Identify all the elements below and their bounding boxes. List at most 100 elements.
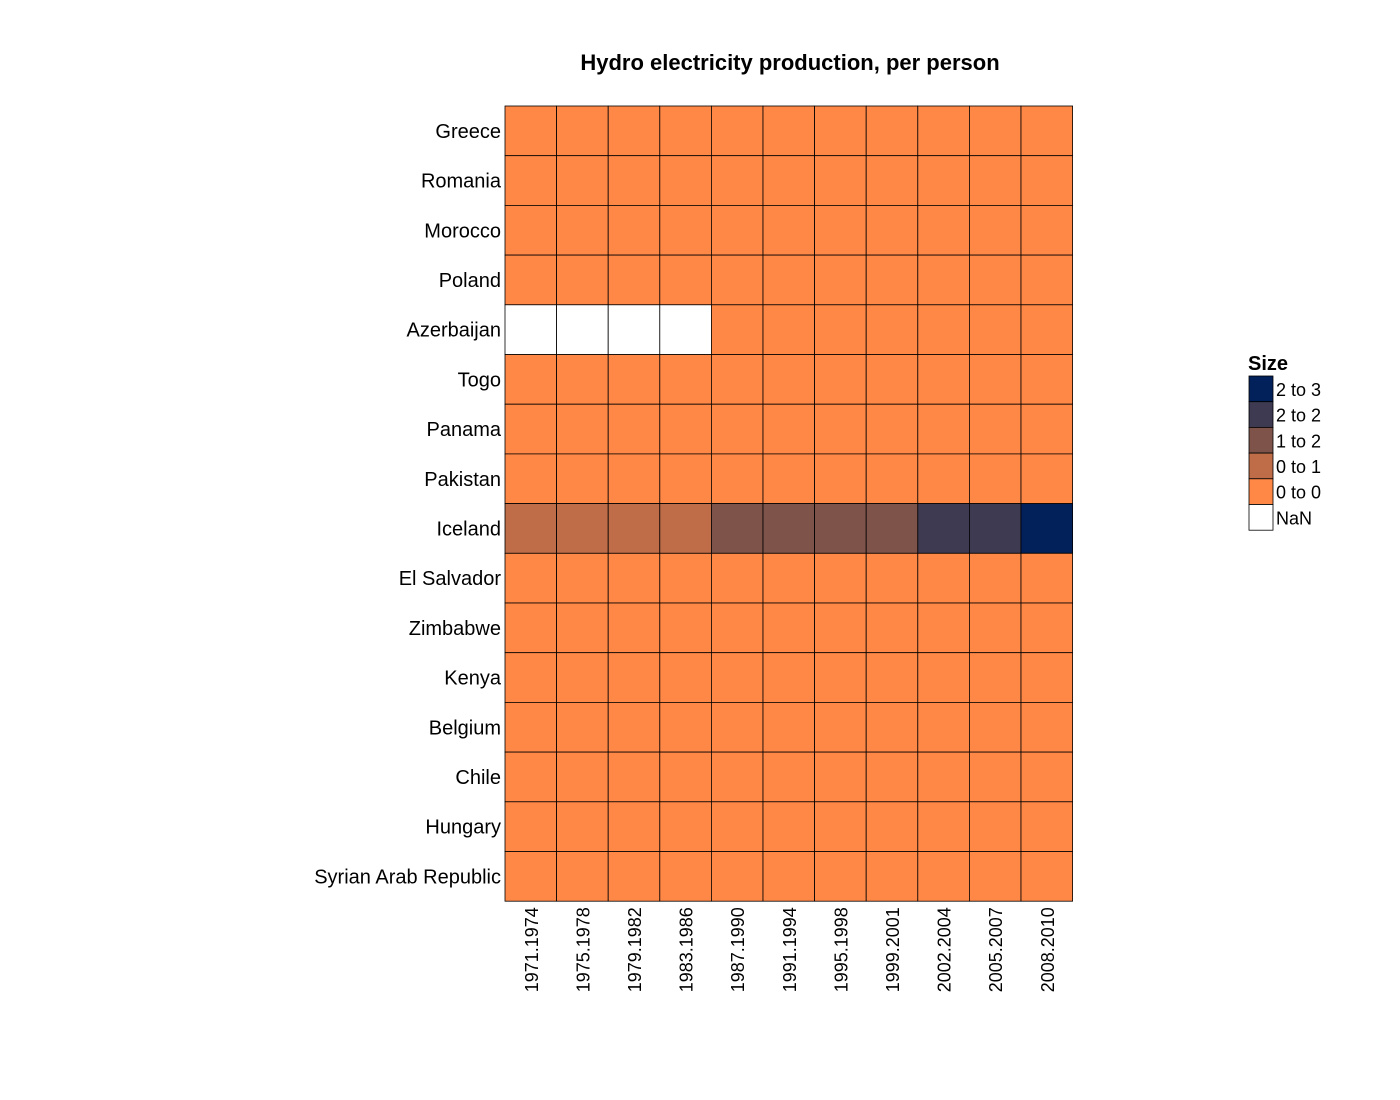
heatmap-cells [504, 105, 1073, 902]
heatmap-cell [659, 851, 712, 902]
legend-swatch [1248, 401, 1274, 428]
row-label: Hungary [425, 817, 501, 839]
heatmap-cell [917, 304, 970, 355]
heatmap-cell [762, 204, 815, 256]
column-label: 1971.1974 [522, 907, 542, 992]
heatmap-cell [556, 204, 609, 256]
heatmap-cell [1020, 453, 1073, 504]
row-label: Morocco [424, 220, 501, 242]
legend-label: 2 to 3 [1276, 380, 1321, 400]
heatmap-cell [865, 552, 919, 604]
heatmap-cell [556, 652, 609, 703]
heatmap-cell [659, 751, 712, 803]
heatmap-cell [556, 602, 609, 654]
heatmap-cell [917, 204, 970, 256]
heatmap-cell [969, 552, 1022, 604]
heatmap-cell [865, 403, 919, 455]
heatmap-cell [711, 204, 764, 256]
heatmap-cell [504, 552, 557, 604]
heatmap-cell [1020, 204, 1073, 256]
heatmap-cell [762, 105, 815, 157]
heatmap-cell [659, 453, 712, 504]
legend-swatch [1248, 375, 1274, 403]
row-label: Panama [427, 419, 502, 441]
heatmap-cell [814, 503, 867, 554]
heatmap-cell [969, 155, 1022, 206]
heatmap-cell [969, 254, 1022, 306]
heatmap-cell [969, 503, 1022, 554]
heatmap-cell [969, 801, 1022, 852]
heatmap-cell [504, 801, 557, 852]
heatmap-cell [917, 254, 970, 306]
heatmap-cell [762, 254, 815, 306]
heatmap-cell [711, 354, 764, 405]
heatmap-cell [1020, 702, 1073, 753]
heatmap-cell [556, 851, 609, 902]
heatmap-cell [556, 552, 609, 604]
heatmap-cell [504, 851, 557, 902]
heatmap-cell [865, 652, 919, 703]
heatmap-cell [1020, 304, 1073, 355]
heatmap-cell [917, 354, 970, 405]
heatmap-cell [607, 254, 661, 306]
heatmap-cell [607, 751, 661, 803]
heatmap-cell [504, 204, 557, 256]
heatmap-cell [1020, 105, 1073, 157]
heatmap-cell [504, 105, 557, 157]
heatmap-cell [1020, 851, 1073, 902]
heatmap-cell [1020, 652, 1073, 703]
legend-label: 0 to 0 [1276, 483, 1321, 503]
row-label: Syrian Arab Republic [314, 866, 501, 888]
heatmap-cell [865, 602, 919, 654]
heatmap-cell [607, 602, 661, 654]
legend-label: 2 to 2 [1276, 406, 1321, 426]
heatmap-cell [762, 702, 815, 753]
heatmap-cell [762, 354, 815, 405]
heatmap-cell [659, 652, 712, 703]
column-label: 1979.1982 [625, 907, 645, 992]
heatmap-cell [814, 105, 867, 157]
heatmap-cell [814, 801, 867, 852]
heatmap-cell [917, 602, 970, 654]
heatmap-cell [814, 403, 867, 455]
heatmap-cell [969, 354, 1022, 405]
heatmap-cell [969, 453, 1022, 504]
heatmap-cell [917, 105, 970, 157]
heatmap-cell [1020, 602, 1073, 654]
heatmap-cell [865, 801, 919, 852]
heatmap-cell [969, 851, 1022, 902]
heatmap-cell [814, 254, 867, 306]
heatmap-cell [969, 602, 1022, 654]
heatmap-cell [865, 354, 919, 405]
heatmap-cell [969, 304, 1022, 355]
heatmap-cell [762, 155, 815, 206]
heatmap-cell [659, 801, 712, 852]
legend-swatch [1248, 426, 1274, 454]
row-label: Poland [439, 270, 501, 292]
heatmap-cell [659, 702, 712, 753]
heatmap-cell [556, 304, 609, 355]
heatmap-cell [711, 851, 764, 902]
heatmap-cell [969, 652, 1022, 703]
heatmap-cell [814, 304, 867, 355]
heatmap-cell [865, 304, 919, 355]
heatmap-cell [762, 751, 815, 803]
heatmap-cell [865, 204, 919, 256]
column-labels: 1971.1974 1975.1978 1979.1982 1983.1986 1987… [522, 907, 1058, 992]
heatmap-cell [556, 105, 609, 157]
heatmap-cell [1020, 503, 1073, 554]
column-label: 1975.1978 [573, 907, 593, 992]
heatmap-cell [865, 751, 919, 803]
heatmap-cell [711, 602, 764, 654]
heatmap-cell [659, 204, 712, 256]
heatmap-cell [556, 751, 609, 803]
heatmap-cell [762, 503, 815, 554]
heatmap-cell [917, 552, 970, 604]
heatmap-cell [711, 751, 764, 803]
heatmap-cell [504, 155, 557, 206]
row-label: Azerbaijan [406, 320, 501, 342]
heatmap-cell [762, 552, 815, 604]
heatmap-cell [659, 304, 712, 355]
heatmap-cell [762, 801, 815, 852]
